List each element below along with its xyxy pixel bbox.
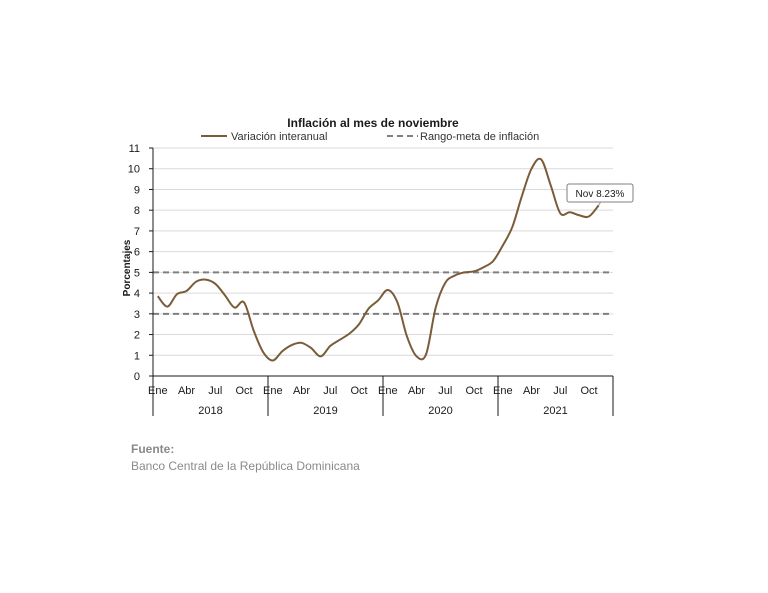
x-tick-label: Ene <box>263 385 283 397</box>
x-tick-label: Abr <box>293 385 310 397</box>
callout-box <box>566 183 634 203</box>
y-tick-labels: 0 1 2 3 4 5 6 7 8 9 10 11 <box>128 143 140 383</box>
year-label: 2020 <box>428 405 452 417</box>
y-tick-label: 11 <box>129 143 140 155</box>
chart-title: Inflación al mes de noviembre <box>287 116 459 130</box>
y-tick-label: 6 <box>134 247 140 259</box>
callout-leader <box>598 201 602 206</box>
last-value-callout: Nov 8.23% <box>566 183 634 206</box>
y-axis-label: Porcentajes <box>122 239 133 296</box>
y-tick-label: 2 <box>134 330 140 342</box>
source-label: Fuente: <box>131 442 175 456</box>
y-tick-label: 3 <box>134 309 140 321</box>
x-tick-label: Jul <box>208 385 222 397</box>
y-tick-label: 4 <box>134 288 140 300</box>
x-tick-label: Abr <box>408 385 425 397</box>
legend-label-variacion: Variación interanual <box>231 131 327 143</box>
x-tick-label: Jul <box>438 385 452 397</box>
y-tick-label: 1 <box>134 350 140 362</box>
y-tick-label: 10 <box>128 164 140 176</box>
target-range-lines <box>153 271 613 315</box>
year-label: 2021 <box>543 405 567 417</box>
axes <box>149 147 614 416</box>
x-tick-label: Ene <box>378 385 398 397</box>
series-line-variacion <box>157 157 600 362</box>
source-text: Banco Central de la República Dominicana <box>131 459 360 473</box>
x-tick-label: Jul <box>553 385 567 397</box>
x-tick-label: Abr <box>523 385 540 397</box>
x-tick-label: Abr <box>178 385 195 397</box>
y-tick-label: 7 <box>134 226 140 238</box>
year-label: 2019 <box>313 405 337 417</box>
gridlines <box>153 147 613 356</box>
series-lines <box>157 157 600 362</box>
legend: Variación interanual Rango-meta de infla… <box>201 131 539 143</box>
x-tick-label: Jul <box>323 385 337 397</box>
y-tick-label: 0 <box>134 371 140 383</box>
x-tick-label: Ene <box>148 385 168 397</box>
legend-label-rango: Rango-meta de inflación <box>420 131 539 143</box>
x-tick-label: Oct <box>235 385 252 397</box>
x-tick-labels: Ene Abr Jul Oct Ene Abr Jul Oct Ene Abr Jul Oct Ene A… <box>148 385 598 417</box>
y-tick-label: 9 <box>134 184 140 196</box>
x-tick-label: Oct <box>350 385 367 397</box>
y-tick-label: 5 <box>134 267 140 279</box>
x-tick-label: Oct <box>465 385 482 397</box>
callout-label: Nov 8.23% <box>576 189 625 200</box>
x-tick-label: Oct <box>580 385 597 397</box>
x-tick-label: Ene <box>493 385 513 397</box>
y-tick-label: 8 <box>134 205 140 217</box>
year-label: 2018 <box>198 405 222 417</box>
